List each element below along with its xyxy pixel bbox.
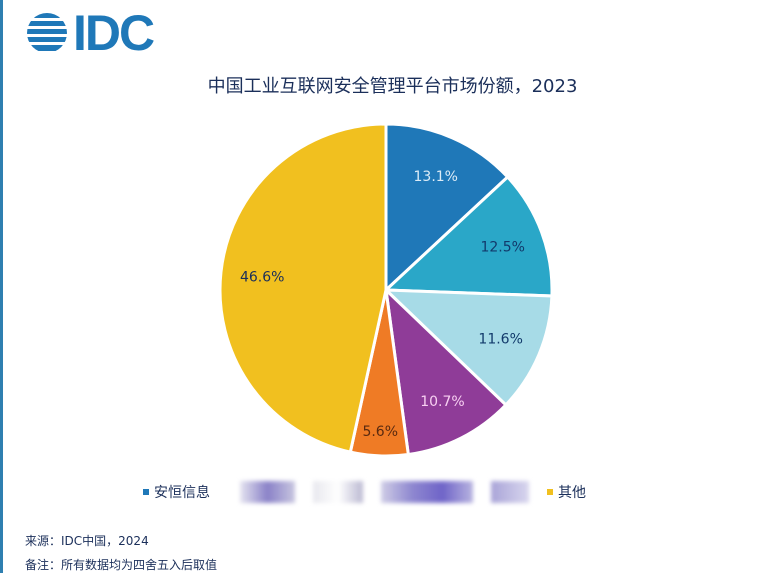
legend: 安恒信息 其他	[143, 481, 594, 503]
logo-text: IDC	[73, 5, 155, 61]
globe-icon	[27, 13, 67, 51]
legend-label: 其他	[558, 485, 586, 501]
legend-swatch	[143, 489, 149, 495]
pie-slice-3	[383, 285, 508, 457]
pie-slice-1	[382, 174, 554, 298]
legend-item-other: 其他	[547, 482, 586, 502]
legend-label: 安恒信息	[154, 485, 210, 501]
slice-label-1: 12.5%	[480, 240, 524, 256]
slice-label-3: 10.7%	[420, 394, 464, 410]
footnote: 备注：所有数据均为四舍五入后取值	[25, 558, 218, 572]
idc-logo: IDC	[25, 4, 155, 62]
pie-slice-0	[384, 122, 510, 294]
slice-label-2: 11.6%	[478, 332, 522, 348]
slice-label-5: 46.6%	[240, 270, 284, 286]
pie-slice-5	[218, 122, 388, 454]
redacted-legend-item	[491, 481, 529, 503]
pie-slice-2	[382, 288, 554, 407]
legend-item-anheng: 安恒信息	[143, 482, 210, 502]
source-note: 来源：IDC中国，2024	[25, 534, 149, 548]
slice-label-0: 13.1%	[414, 169, 458, 185]
slice-label-4: 5.6%	[362, 424, 398, 440]
redacted-legend-item	[313, 481, 363, 503]
legend-swatch	[547, 489, 553, 495]
redacted-legend-item	[240, 481, 295, 503]
chart-title: 中国工业互联网安全管理平台市场份额，2023	[207, 76, 578, 97]
pie-chart: 13.1% 12.5% 11.6% 10.7% 5.6% 46.6%	[218, 122, 554, 458]
redacted-legend-item	[381, 481, 473, 503]
